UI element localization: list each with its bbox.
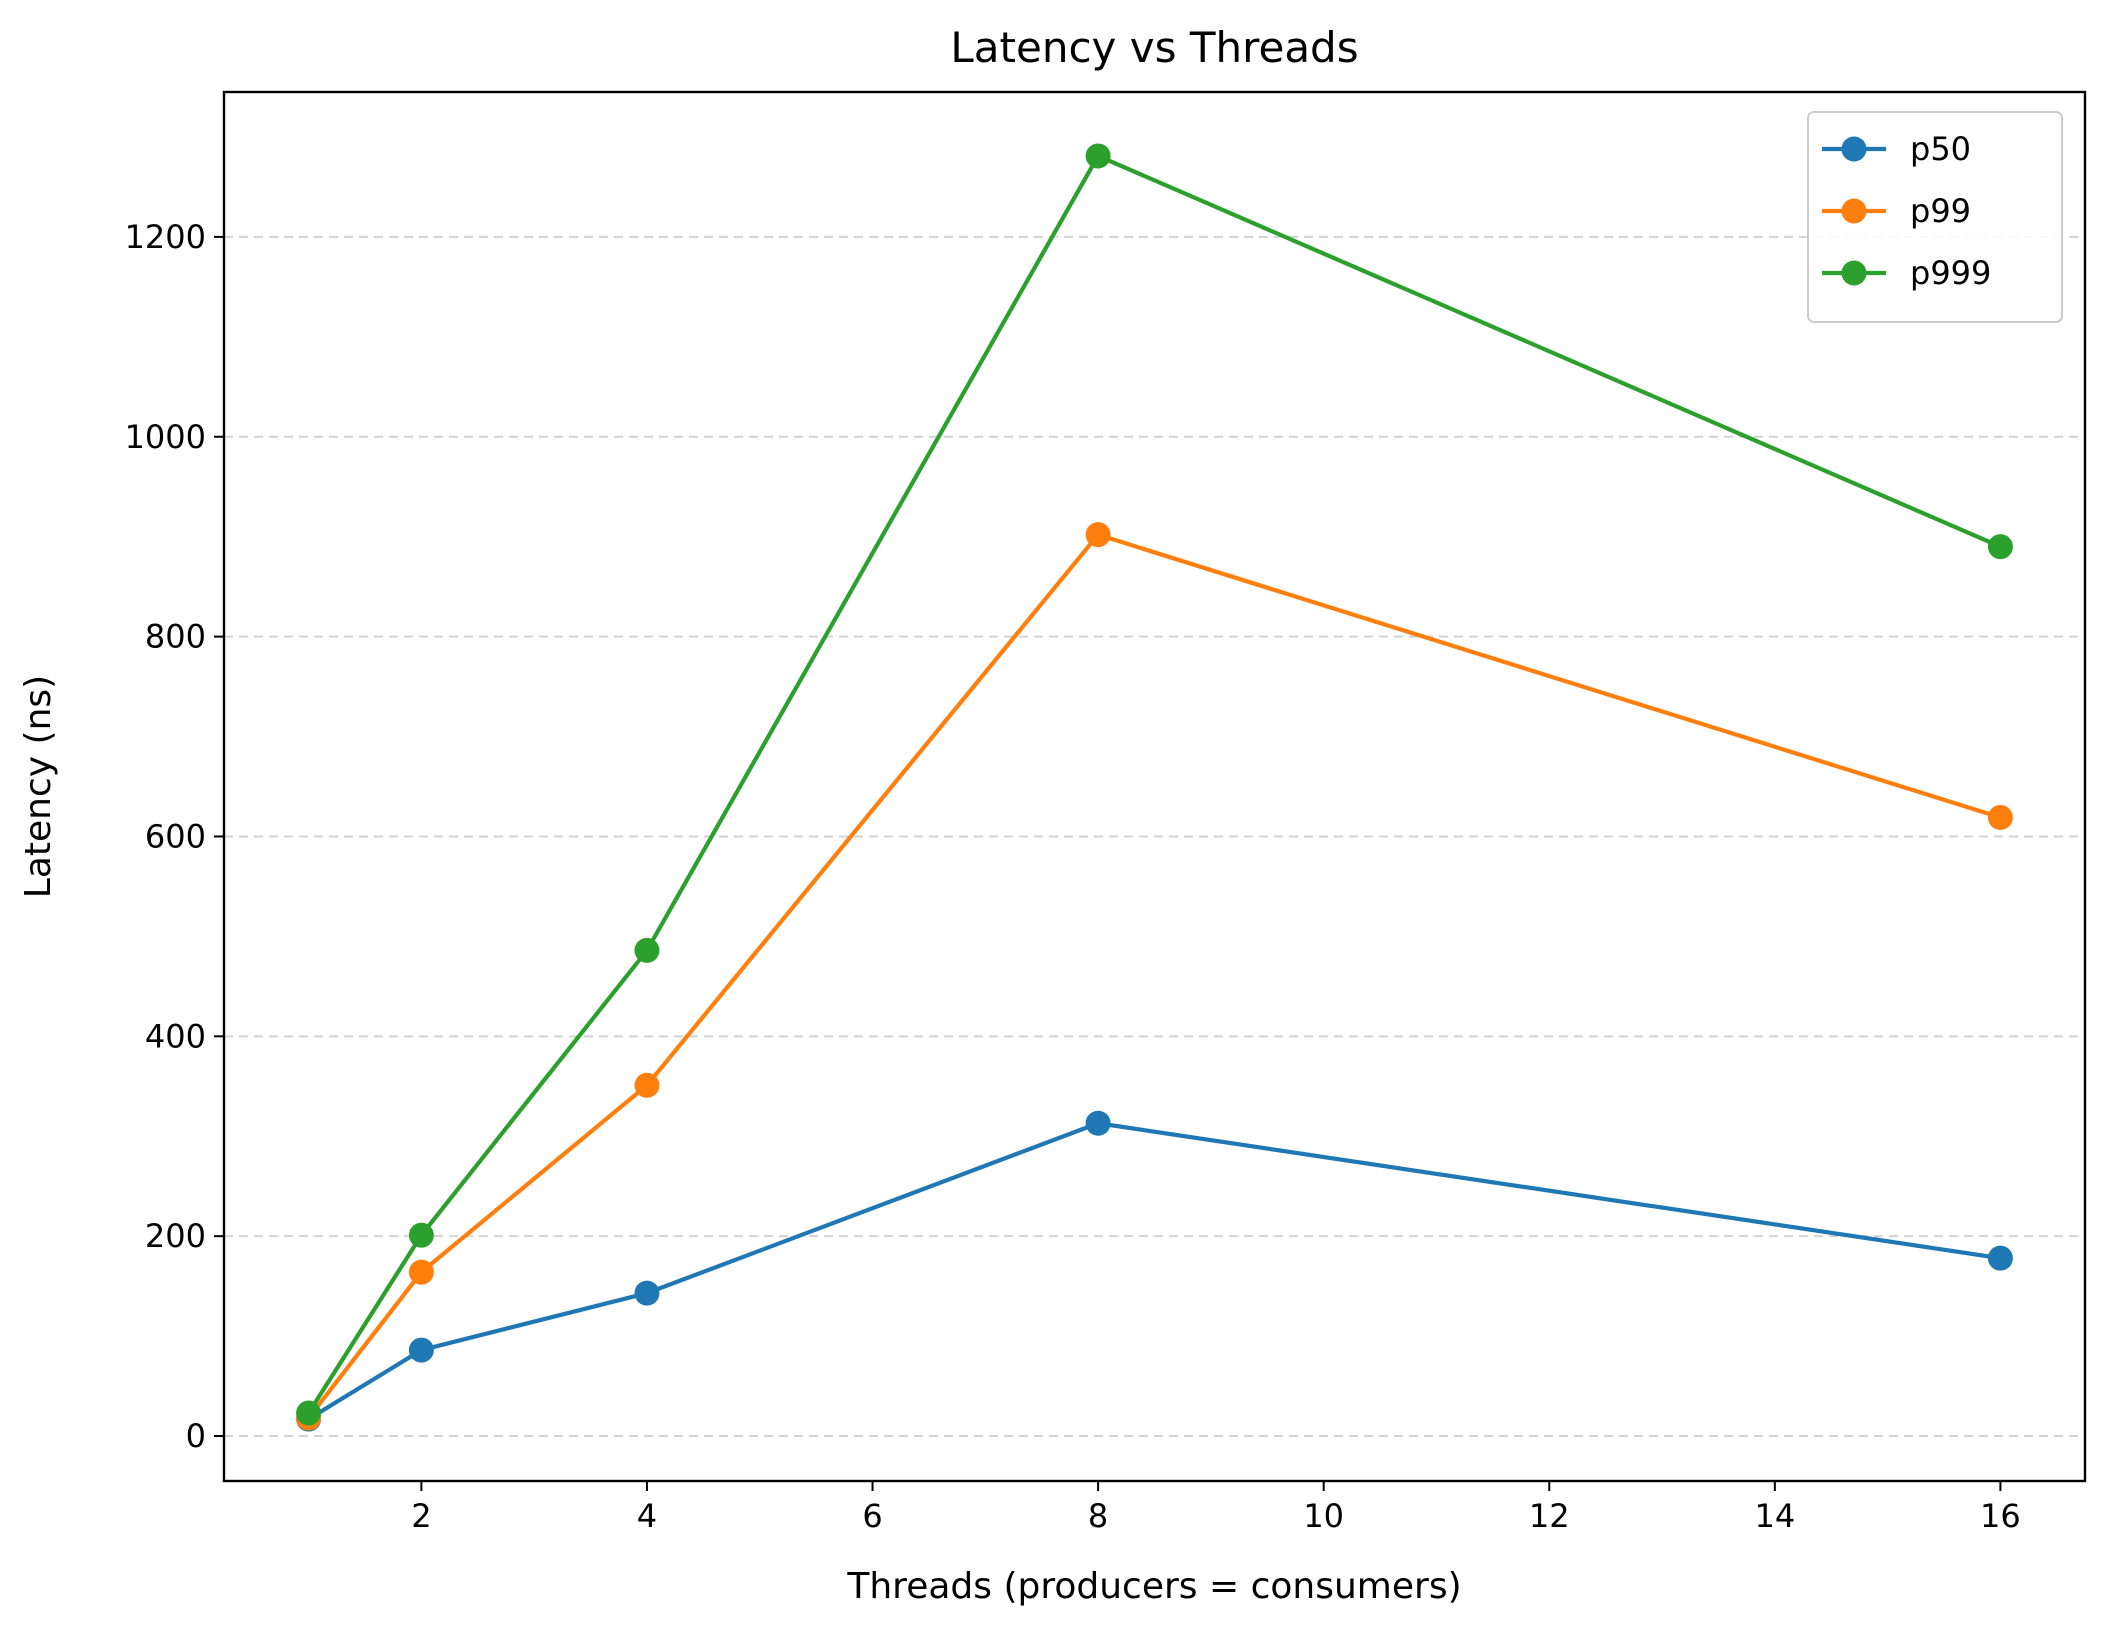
data-point-p999 [1085,143,1111,169]
axes-frame [222,90,2087,1483]
legend-marker [1841,136,1867,162]
data-point-p50 [1987,1245,2013,1271]
series-lines [296,143,2013,1432]
y-tick-label: 200 [145,1217,206,1255]
data-point-p99 [408,1259,434,1285]
data-point-p999 [408,1222,434,1248]
y-tick-label: 1200 [125,218,206,256]
legend-label: p999 [1910,254,1991,292]
legend-marker [1841,198,1867,224]
chart-title: Latency vs Threads [950,23,1358,72]
x-tick-label: 16 [1980,1497,2021,1535]
x-tick-label: 14 [1754,1497,1795,1535]
y-axis-label: Latency (ns) [18,675,59,898]
series-p50 [296,1110,2013,1432]
y-tick-label: 1000 [125,418,206,456]
y-tick-label: 600 [145,817,206,855]
x-tick-label: 4 [637,1497,657,1535]
x-tick-label: 12 [1529,1497,1570,1535]
legend-box [1807,111,2063,323]
legend-label: p50 [1910,130,1971,168]
legend-item-p999: p999 [1822,254,1991,292]
legend-label: p99 [1910,192,1971,230]
x-tick-label: 8 [1088,1497,1108,1535]
y-tick-label: 800 [145,618,206,656]
y-axis-ticks: 0 200 400 600 800 1000 1200 [125,218,224,1455]
data-point-p999 [296,1400,322,1426]
x-tick-label: 6 [862,1497,882,1535]
x-tick-label: 2 [411,1497,431,1535]
legend-item-p50: p50 [1822,130,1971,168]
x-axis-ticks: 2 4 6 8 10 12 14 16 [411,1481,2021,1535]
x-tick-label: 10 [1303,1497,1344,1535]
x-axis-label: Threads (producers = consumers) [846,1566,1461,1607]
data-point-p99 [1085,522,1111,548]
data-point-p50 [1085,1110,1111,1136]
data-point-p99 [634,1072,660,1098]
legend-item-p99: p99 [1822,192,1971,230]
series-p999 [296,143,2013,1426]
data-point-p99 [1987,804,2013,830]
data-point-p999 [634,937,660,963]
y-tick-label: 0 [186,1417,206,1455]
legend: p50 p99 p999 [1807,111,2063,323]
data-point-p50 [634,1280,660,1306]
data-point-p999 [1987,534,2013,560]
gridlines [224,235,2085,1438]
y-tick-label: 400 [145,1017,206,1055]
legend-marker [1841,260,1867,286]
data-point-p50 [408,1337,434,1363]
series-p99 [296,522,2013,1431]
